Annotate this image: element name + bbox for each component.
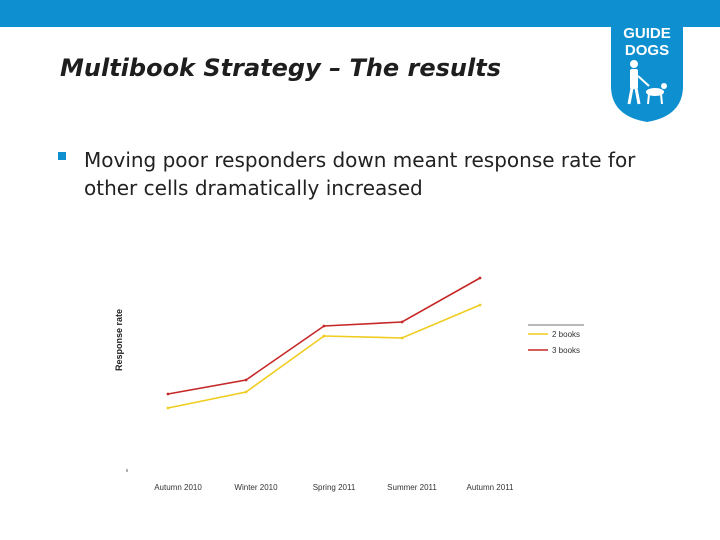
data-point (400, 320, 404, 324)
data-point (166, 392, 170, 396)
data-point (322, 334, 326, 338)
y-axis-label: Response rate (114, 309, 124, 371)
top-bar (0, 0, 720, 27)
x-tick-label: Spring 2011 (313, 483, 356, 492)
data-point (322, 324, 326, 328)
x-axis-ticks: Autumn 2010 Winter 2010 Spring 2011 Summer … (154, 483, 514, 492)
legend-label: 2 books (552, 330, 580, 339)
data-point (478, 303, 482, 307)
guide-dogs-logo: GUIDE DOGS (607, 20, 687, 122)
logo-line2: DOGS (625, 42, 669, 59)
data-point (400, 336, 404, 340)
x-tick-label: Winter 2010 (234, 483, 278, 492)
data-point (478, 276, 482, 280)
data-point (166, 406, 170, 410)
data-point (244, 390, 248, 394)
plot-area (166, 276, 482, 410)
legend: 2 books 3 books (528, 324, 584, 355)
x-tick-label: Autumn 2010 (154, 483, 202, 492)
x-tick-label: Summer 2011 (387, 483, 437, 492)
person-with-guide-dog-icon (627, 60, 667, 105)
slide-title: Multibook Strategy – The results (60, 54, 501, 82)
bullet-marker (58, 152, 66, 160)
response-rate-chart: Response rate Autumn 2010 Winter 2010 Spri… (100, 228, 610, 500)
bullet-text: Moving poor responders down meant respon… (84, 148, 636, 200)
x-tick-label: Autumn 2011 (467, 483, 515, 492)
legend-label: 3 books (552, 346, 580, 355)
series-line-2-books (167, 304, 481, 409)
logo-line1: GUIDE (623, 25, 671, 42)
chart-svg: Response rate Autumn 2010 Winter 2010 Spri… (114, 276, 584, 492)
data-point (244, 378, 248, 382)
